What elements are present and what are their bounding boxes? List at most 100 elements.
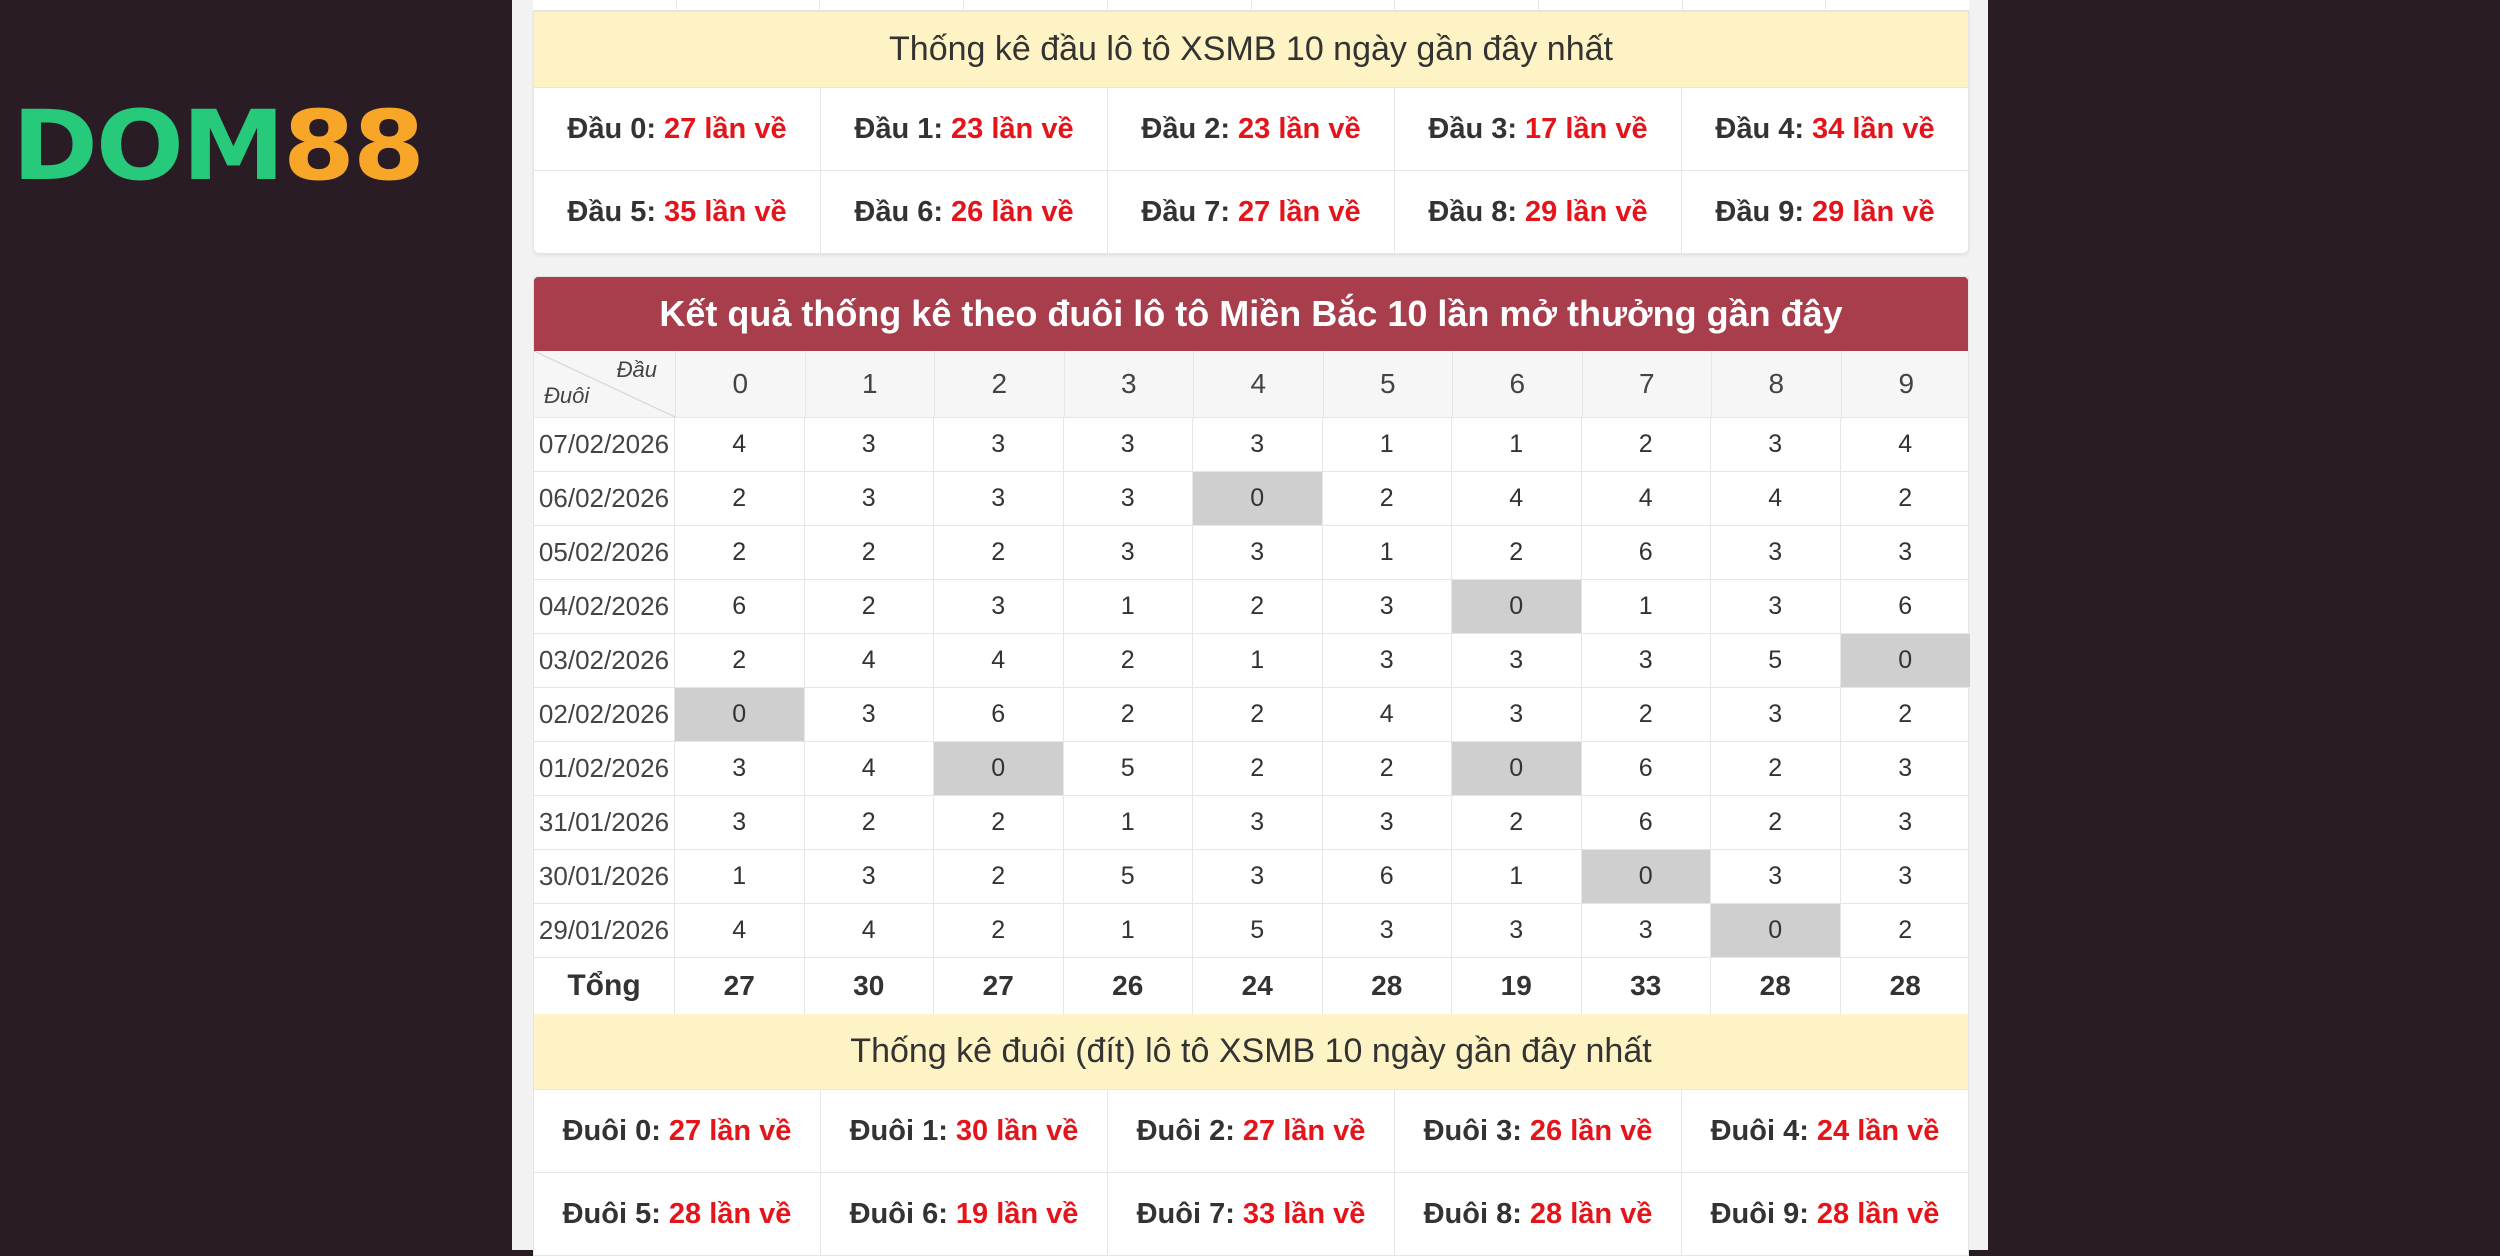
table-row: 30/01/2026 1 3 2 5 3 6 1 0 3 3 [534, 849, 1968, 903]
table-cell: 1 [1323, 418, 1452, 471]
table-row: 03/02/2026 2 4 4 2 1 3 3 3 5 0 [534, 633, 1970, 687]
table-cell: 4 [675, 904, 805, 957]
row-date: 01/02/2026 [534, 742, 675, 795]
table-cell: 2 [1064, 634, 1193, 687]
stat-value: 26 lần về [951, 195, 1074, 228]
table-cell: 2 [1193, 688, 1323, 741]
total-cell: 19 [1452, 958, 1582, 1014]
total-cell: 33 [1582, 958, 1711, 1014]
table-cell: 3 [934, 472, 1064, 525]
table-row: 07/02/2026 4 3 3 3 3 1 1 2 3 4 [534, 417, 1968, 471]
table-row: 31/01/2026 3 2 2 1 3 3 2 6 2 3 [534, 795, 1968, 849]
stat-label: Đuôi 8: [1423, 1197, 1522, 1230]
table-cell: 2 [1711, 742, 1841, 795]
table-cell: 0 [1452, 742, 1582, 795]
tail-stats-row: Đuôi 0: 27 lần về Đuôi 1: 30 lần về Đuôi 2… [534, 1089, 1968, 1172]
table-row: 01/02/2026 3 4 0 5 2 2 0 6 2 3 [534, 741, 1968, 795]
table-cell: 6 [1582, 796, 1711, 849]
stat-label: Đầu 3: [1428, 112, 1518, 145]
table-cell: 5 [1193, 904, 1323, 957]
head-stat-8: Đầu 8: 29 lần về [1395, 171, 1682, 253]
table-cell: 4 [934, 634, 1064, 687]
table-cell: 3 [805, 688, 934, 741]
table-cell: 4 [805, 634, 934, 687]
stat-label: Đuôi 9: [1710, 1197, 1809, 1230]
stat-label: Đầu 0: [567, 112, 657, 145]
table-cell: 4 [1898, 430, 1913, 458]
table-cell: 3 [934, 580, 1064, 633]
stat-value: 27 lần về [1238, 195, 1361, 228]
head-stats-row: Đầu 5: 35 lần về Đầu 6: 26 lần về Đầu 7: 27… [534, 170, 1968, 253]
stat-value: 27 lần về [668, 1114, 792, 1147]
column-header: 3 [1065, 351, 1194, 417]
table-cell: 3 [1711, 526, 1841, 579]
table-cell: 3 [1193, 526, 1323, 579]
total-cell: 28 [1711, 958, 1841, 1014]
stat-value: 28 lần về [1816, 1197, 1940, 1230]
table-cell: 0 [1581, 850, 1711, 903]
table-cell: 2 [1452, 526, 1582, 579]
table-cell: 4 [1323, 688, 1452, 741]
table-row: 04/02/2026 6 2 3 1 2 3 0 1 3 6 [534, 579, 1968, 633]
dom88-logo[interactable]: DOM88 [12, 98, 425, 194]
column-header: 6 [1453, 351, 1583, 417]
stat-value: 23 lần về [951, 112, 1074, 145]
table-cell: 1 [1582, 580, 1711, 633]
head-stats-box: Thống kê đầu lô tô XSMB 10 ngày gần đây … [533, 11, 1969, 254]
table-cell: 3 [1452, 904, 1582, 957]
table-cell: 6 [1582, 526, 1711, 579]
table-cell: 5 [1711, 634, 1841, 687]
total-cell: 30 [805, 958, 934, 1014]
table-cell: 3 [1898, 808, 1913, 836]
table-cell: 2 [1323, 472, 1452, 525]
table-cell: 1 [1452, 850, 1582, 903]
table-cell: 0 [934, 742, 1064, 795]
stat-label: Đuôi 1: [849, 1114, 948, 1147]
stat-label: Đuôi 6: [849, 1197, 948, 1230]
tail-stat-9: Đuôi 9: 28 lần về [1682, 1173, 1968, 1255]
table-cell: 4 [1582, 472, 1711, 525]
stat-label: Đầu 4: [1715, 112, 1805, 145]
table-cell: 3 [1323, 634, 1452, 687]
stat-label: Đuôi 4: [1710, 1114, 1809, 1147]
stat-label: Đuôi 7: [1136, 1197, 1235, 1230]
table-cell: 0 [675, 688, 805, 741]
table-cell: 4 [805, 904, 934, 957]
stat-value: 27 lần về [1242, 1114, 1366, 1147]
table-cell: 6 [1898, 592, 1913, 620]
total-cell: 27 [934, 958, 1064, 1014]
table-cell: 3 [1711, 418, 1841, 471]
table-cell: 6 [1323, 850, 1452, 903]
column-header: 5 [1324, 351, 1453, 417]
table-cell: 2 [1582, 418, 1711, 471]
table-cell: 3 [1898, 862, 1913, 890]
table-cell: 3 [1193, 418, 1323, 471]
table-cell: 2 [675, 472, 805, 525]
table-cell: 3 [805, 850, 934, 903]
tail-stat-2: Đuôi 2: 27 lần về [1108, 1090, 1395, 1172]
table-cell: 2 [1898, 484, 1913, 512]
table-cell: 3 [1711, 850, 1841, 903]
table-cell: 3 [934, 418, 1064, 471]
table-cell: 3 [1452, 634, 1582, 687]
table-cell: 4 [1452, 472, 1582, 525]
stat-value: 29 lần về [1525, 195, 1648, 228]
table-cell: 0 [1193, 472, 1323, 525]
stat-value: 33 lần về [1242, 1197, 1366, 1230]
table-cell: 5 [1064, 742, 1193, 795]
previous-table-tail [533, 0, 1969, 11]
stat-label: Đầu 2: [1141, 112, 1231, 145]
head-stat-2: Đầu 2: 23 lần về [1108, 88, 1395, 170]
table-cell: 3 [1711, 688, 1841, 741]
tail-stat-8: Đuôi 8: 28 lần về [1395, 1173, 1682, 1255]
stat-value: 26 lần về [1529, 1114, 1653, 1147]
stat-label: Đầu 8: [1428, 195, 1518, 228]
table-cell: 2 [1323, 742, 1452, 795]
row-date: 31/01/2026 [534, 796, 675, 849]
table-cell: 2 [1898, 916, 1913, 944]
column-header: 9 [1898, 368, 1915, 399]
table-cell: 1 [1323, 526, 1452, 579]
stat-label: Đầu 1: [854, 112, 944, 145]
head-stat-7: Đầu 7: 27 lần về [1108, 171, 1395, 253]
head-stat-3: Đầu 3: 17 lần về [1395, 88, 1682, 170]
